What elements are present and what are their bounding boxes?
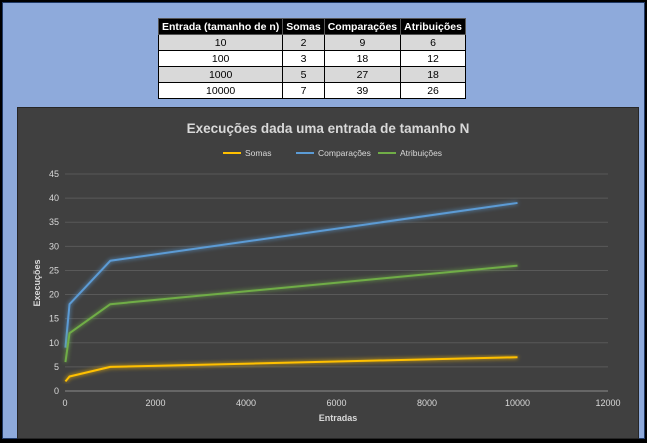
y-axis-ticks: 0 5 10 15 20 25 30 35 40 45 xyxy=(49,169,59,396)
table-cell[interactable]: 3 xyxy=(282,50,325,67)
table-cell[interactable]: 27 xyxy=(323,66,402,83)
data-table: Entrada (tamanho de n) Somas Comparações… xyxy=(157,18,466,99)
table-cell[interactable]: 10000 xyxy=(157,82,284,99)
y-tick-label: 15 xyxy=(49,314,59,324)
table-cell[interactable]: 5 xyxy=(282,66,325,83)
gridlines xyxy=(65,173,608,368)
x-axis-ticks: 0 2000 4000 6000 8000 10000 12000 xyxy=(62,398,620,408)
x-tick-label: 0 xyxy=(62,398,67,408)
x-tick-label: 10000 xyxy=(505,398,530,408)
y-tick-label: 30 xyxy=(49,241,59,251)
table-cell[interactable]: 7 xyxy=(282,82,325,99)
x-axis-label: Entradas xyxy=(319,413,358,423)
series-line-comparações[interactable] xyxy=(64,201,518,348)
table-row: 1000 5 27 18 xyxy=(157,66,466,83)
table-cell[interactable]: 9 xyxy=(323,34,402,51)
table-cell[interactable]: 2 xyxy=(282,34,325,51)
table-cell[interactable]: 18 xyxy=(400,66,466,83)
table-row: 10000 7 39 26 xyxy=(157,82,466,99)
series-lines xyxy=(64,201,518,383)
table-row: 100 3 18 12 xyxy=(157,50,466,67)
table-cell[interactable]: 100 xyxy=(157,50,284,67)
table-cell[interactable]: 39 xyxy=(323,82,402,99)
table-header-row: Entrada (tamanho de n) Somas Comparações… xyxy=(157,18,466,35)
y-tick-label: 40 xyxy=(49,193,59,203)
table-cell[interactable]: 12 xyxy=(400,50,466,67)
x-tick-label: 4000 xyxy=(236,398,256,408)
header-comparacoes[interactable]: Comparações xyxy=(323,18,402,35)
header-entrada[interactable]: Entrada (tamanho de n) xyxy=(157,18,284,35)
series-line-atribuições[interactable] xyxy=(64,264,518,363)
y-tick-label: 5 xyxy=(54,362,59,372)
legend-label: Comparações xyxy=(318,148,371,158)
table-cell[interactable]: 18 xyxy=(323,50,402,67)
y-tick-label: 25 xyxy=(49,265,59,275)
table-cell[interactable]: 26 xyxy=(400,82,466,99)
table-cell[interactable]: 10 xyxy=(157,34,284,51)
series-line-somas[interactable] xyxy=(64,356,518,383)
x-tick-label: 6000 xyxy=(326,398,346,408)
line-chart: Execuções dada uma entrada de tamanho N … xyxy=(32,121,621,423)
table-row: 10 2 9 6 xyxy=(157,34,466,51)
legend-label: Atribuições xyxy=(400,148,442,158)
table-cell[interactable]: 6 xyxy=(400,34,466,51)
table-cell[interactable]: 1000 xyxy=(157,66,284,83)
chart-area[interactable]: Execuções dada uma entrada de tamanho N … xyxy=(17,107,639,439)
x-tick-label: 8000 xyxy=(417,398,437,408)
y-tick-label: 45 xyxy=(49,169,59,179)
legend: Somas Comparações Atribuições xyxy=(223,148,442,158)
y-axis-label: Execuções xyxy=(32,259,42,306)
x-tick-label: 2000 xyxy=(145,398,165,408)
y-tick-label: 35 xyxy=(49,217,59,227)
y-tick-label: 10 xyxy=(49,338,59,348)
x-tick-label: 12000 xyxy=(595,398,620,408)
y-tick-label: 20 xyxy=(49,290,59,300)
legend-label: Somas xyxy=(245,148,271,158)
y-tick-label: 0 xyxy=(54,386,59,396)
header-atribuicoes[interactable]: Atribuições xyxy=(400,18,466,35)
header-somas[interactable]: Somas xyxy=(282,18,325,35)
chart-title: Execuções dada uma entrada de tamanho N xyxy=(187,121,470,136)
